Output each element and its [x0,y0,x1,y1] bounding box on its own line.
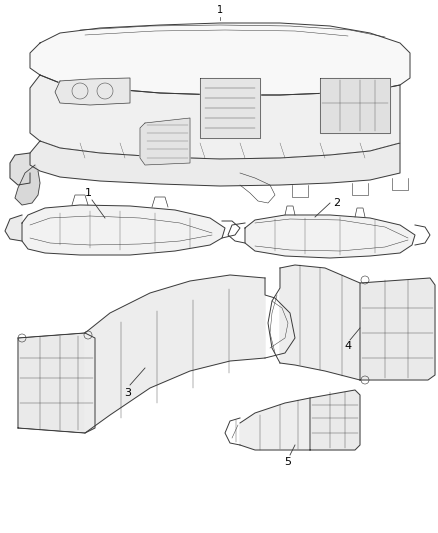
Text: 2: 2 [332,198,339,208]
Polygon shape [55,78,130,105]
Polygon shape [140,118,190,165]
Polygon shape [309,390,359,450]
Polygon shape [359,278,434,380]
Polygon shape [10,153,30,185]
Polygon shape [30,75,399,159]
Polygon shape [319,78,389,133]
Polygon shape [30,23,409,95]
Polygon shape [240,398,309,450]
Text: 1: 1 [216,5,223,15]
Polygon shape [279,265,359,380]
Text: 1: 1 [84,188,91,198]
Polygon shape [22,205,225,255]
Text: 3: 3 [124,388,131,398]
Polygon shape [200,78,259,138]
Polygon shape [85,275,265,433]
Polygon shape [5,215,22,241]
Polygon shape [18,333,95,433]
Polygon shape [30,141,399,186]
Polygon shape [244,215,414,258]
Text: 4: 4 [344,341,351,351]
Polygon shape [15,165,40,205]
Text: 5: 5 [284,457,291,467]
